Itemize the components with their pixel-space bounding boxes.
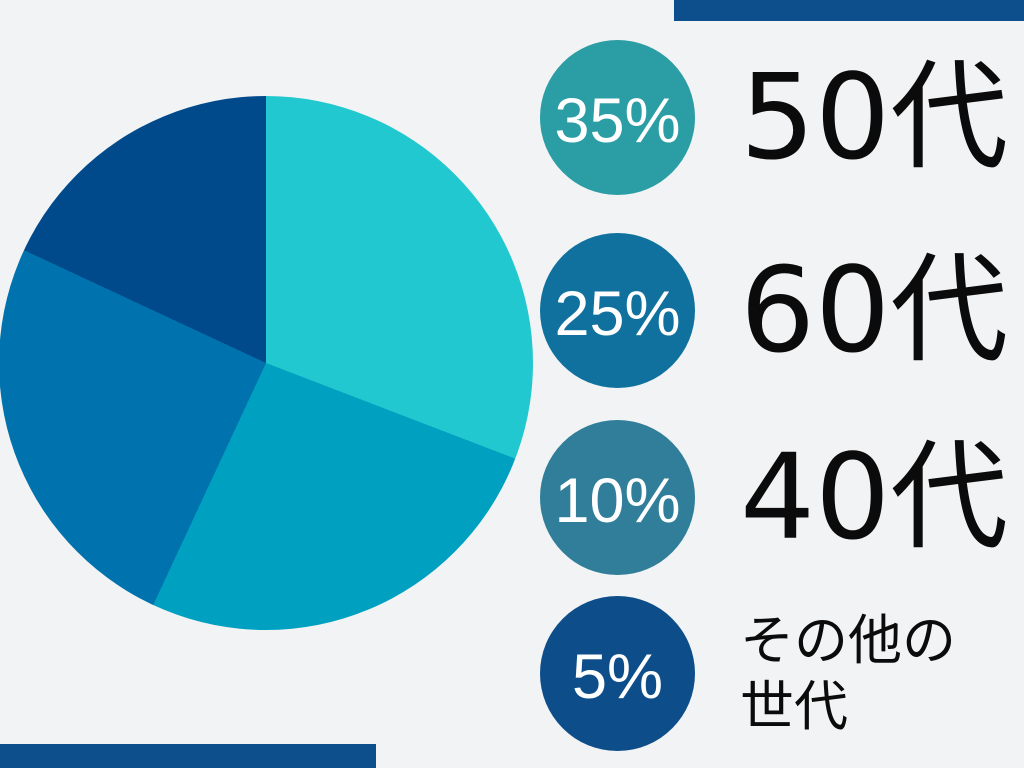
legend-badge: 10% [540,420,695,575]
legend-badge: 35% [540,40,695,195]
legend-label: その他の世代 [740,608,956,738]
pie-chart [0,96,533,630]
legend-label: 60代 [740,241,1009,380]
legend-value: 35% [554,85,681,156]
legend-badge: 5% [540,596,695,751]
legend-item: 5% その他の世代 [540,596,990,751]
legend-value: 25% [554,278,681,349]
legend-label: 50代 [740,48,1009,187]
legend-label: 40代 [740,428,1009,567]
top-right-accent-bar [674,0,1024,21]
legend-item: 25% 60代 [540,233,1008,388]
legend-item: 10% 40代 [540,420,1008,575]
bottom-left-accent-bar [0,744,376,768]
chart-legend: 35% 50代 25% 60代 10% 40代 5% その他の世代 [540,0,1024,768]
legend-badge: 25% [540,233,695,388]
legend-item: 35% 50代 [540,40,1008,195]
legend-value: 10% [554,465,681,536]
legend-value: 5% [571,641,664,712]
